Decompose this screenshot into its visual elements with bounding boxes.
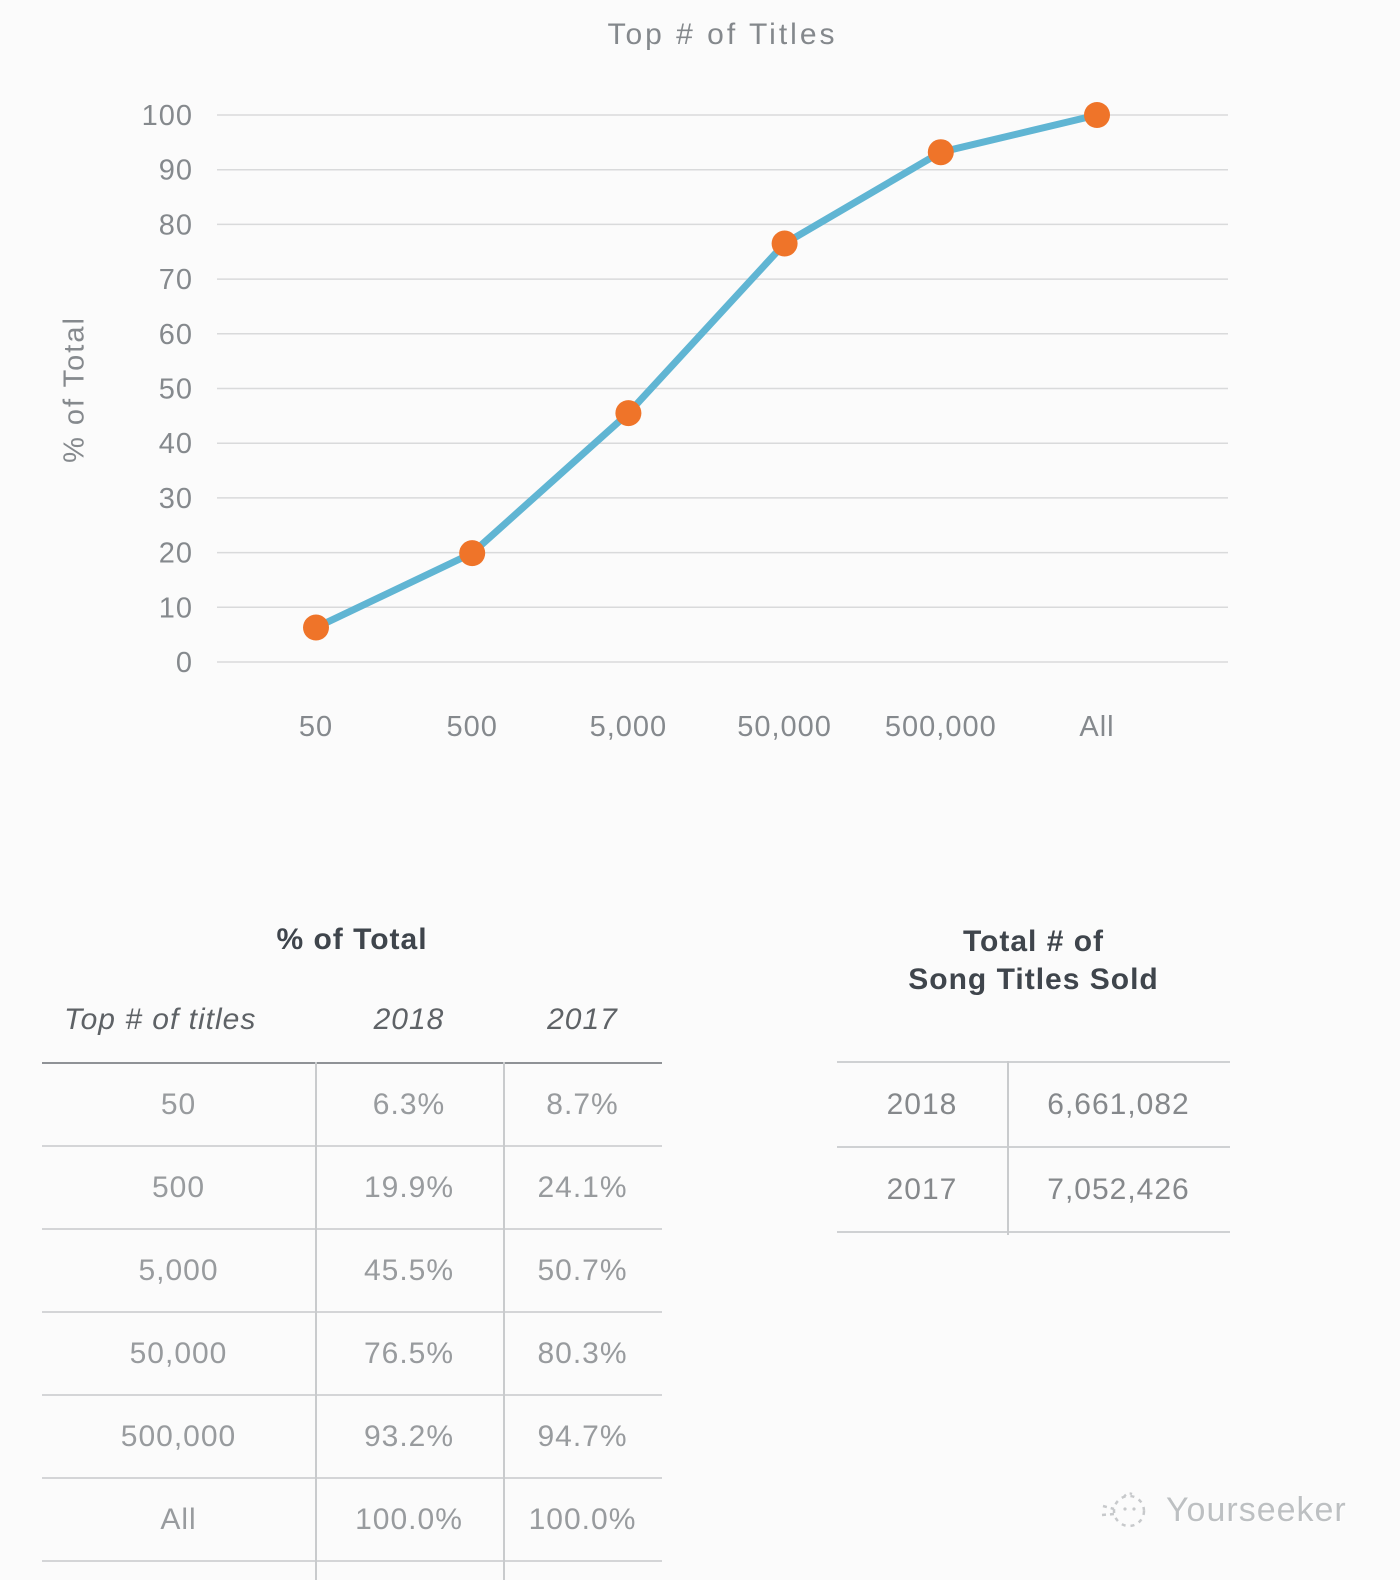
- y-tick-label: 90: [159, 155, 193, 187]
- total-song-titles-table: Total # of Song Titles Sold 2018 6,661,08…: [837, 912, 1230, 1242]
- table-cell: 76.5%: [363, 1337, 455, 1370]
- table-cell: 5,000: [138, 1254, 219, 1287]
- column-divider: [315, 1062, 317, 1580]
- y-tick-label: 80: [159, 209, 193, 241]
- x-tick-label: 500,000: [885, 711, 997, 743]
- data-point: [303, 614, 329, 641]
- yourseeker-logo-icon: [1101, 1492, 1146, 1528]
- table-cell: 7,052,426: [1047, 1173, 1190, 1206]
- y-tick-label: 60: [159, 319, 193, 351]
- line-chart: 0 10 20 30 40 50 60 70 80 90 100 50 500 5,000 50,000 50…: [142, 100, 1228, 743]
- column-divider: [1007, 1061, 1009, 1235]
- left-table-title: % of Total: [276, 923, 428, 956]
- table-row: 500 19.9% 24.1%: [42, 1147, 662, 1230]
- table-cell: 19.9%: [363, 1171, 455, 1204]
- table-cell: 80.3%: [537, 1337, 628, 1370]
- watermark: Yourseeker: [1100, 1484, 1347, 1536]
- column-header-top-titles: Top # of titles: [64, 1003, 257, 1036]
- column-divider: [503, 1062, 505, 1580]
- y-tick-label: 20: [159, 538, 193, 570]
- table-row: 500,000 93.2% 94.7%: [42, 1396, 662, 1479]
- column-header-2018: 2018: [373, 1003, 445, 1036]
- right-table-title-line1: Total # of: [962, 925, 1105, 958]
- x-tick-label: 50,000: [737, 711, 832, 743]
- watermark-text: Yourseeker: [1166, 1490, 1347, 1529]
- left-table-body: 50 6.3% 8.7% 500 19.9% 24.1% 5,000 45.5% 50.7% 50…: [42, 1064, 662, 1562]
- data-point: [1084, 102, 1110, 128]
- data-point: [459, 540, 486, 567]
- table-cell: 94.7%: [537, 1420, 628, 1453]
- y-tick-label: 30: [159, 483, 193, 515]
- data-point: [615, 400, 642, 427]
- x-tick-label: 500: [447, 711, 498, 743]
- table-cell: 500,000: [120, 1420, 237, 1453]
- right-table-title: Total # of Song Titles Sold: [837, 923, 1230, 999]
- left-table-header: Top # of titles 2018 2017: [42, 1003, 662, 1048]
- table-cell: 50,000: [129, 1337, 228, 1370]
- right-table-title-line2: Song Titles Sold: [908, 963, 1159, 996]
- percent-of-total-table: % of Total Top # of titles 2018 2017 50 6…: [42, 915, 662, 1580]
- table-cell: 6.3%: [372, 1088, 446, 1121]
- y-tick-label: 10: [159, 592, 193, 624]
- y-tick-label: 40: [159, 428, 193, 460]
- table-cell: 50: [160, 1088, 197, 1121]
- table-cell: 500: [151, 1171, 206, 1204]
- table-cell: 100.0%: [355, 1503, 463, 1536]
- table-cell: 93.2%: [363, 1420, 455, 1453]
- table-row: 50,000 76.5% 80.3%: [42, 1313, 662, 1396]
- table-row: 2017 7,052,426: [837, 1148, 1230, 1233]
- table-cell: 2017: [886, 1173, 958, 1206]
- data-point: [927, 139, 954, 166]
- y-tick-label: 100: [142, 100, 193, 132]
- table-row: All 100.0% 100.0%: [42, 1479, 662, 1562]
- table-cell: 45.5%: [363, 1254, 455, 1287]
- x-tick-label: All: [1079, 711, 1114, 743]
- table-cell: 8.7%: [546, 1088, 619, 1121]
- chart-title: Top # of Titles: [607, 18, 838, 51]
- data-line: [312, 111, 1101, 632]
- y-tick-label: 0: [176, 647, 193, 679]
- table-row: 50 6.3% 8.7%: [42, 1064, 662, 1147]
- table-cell: 100.0%: [528, 1503, 637, 1536]
- table-row: 2018 6,661,082: [837, 1063, 1230, 1148]
- table-cell: 24.1%: [537, 1171, 628, 1204]
- table-cell: 6,661,082: [1047, 1088, 1190, 1121]
- table-cell: 2018: [886, 1088, 958, 1121]
- right-table-body: 2018 6,661,082 2017 7,052,426: [837, 1061, 1230, 1233]
- x-tick-label: 50: [299, 711, 333, 743]
- y-tick-label: 50: [159, 374, 193, 406]
- table-cell: 50.7%: [537, 1254, 628, 1287]
- table-cell: All: [160, 1503, 197, 1536]
- data-point: [771, 230, 798, 257]
- x-tick-label: 5,000: [590, 711, 668, 743]
- table-row: 5,000 45.5% 50.7%: [42, 1230, 662, 1313]
- column-header-2017: 2017: [547, 1003, 618, 1036]
- y-tick-label: 70: [159, 264, 193, 296]
- header-underline: [42, 1062, 662, 1064]
